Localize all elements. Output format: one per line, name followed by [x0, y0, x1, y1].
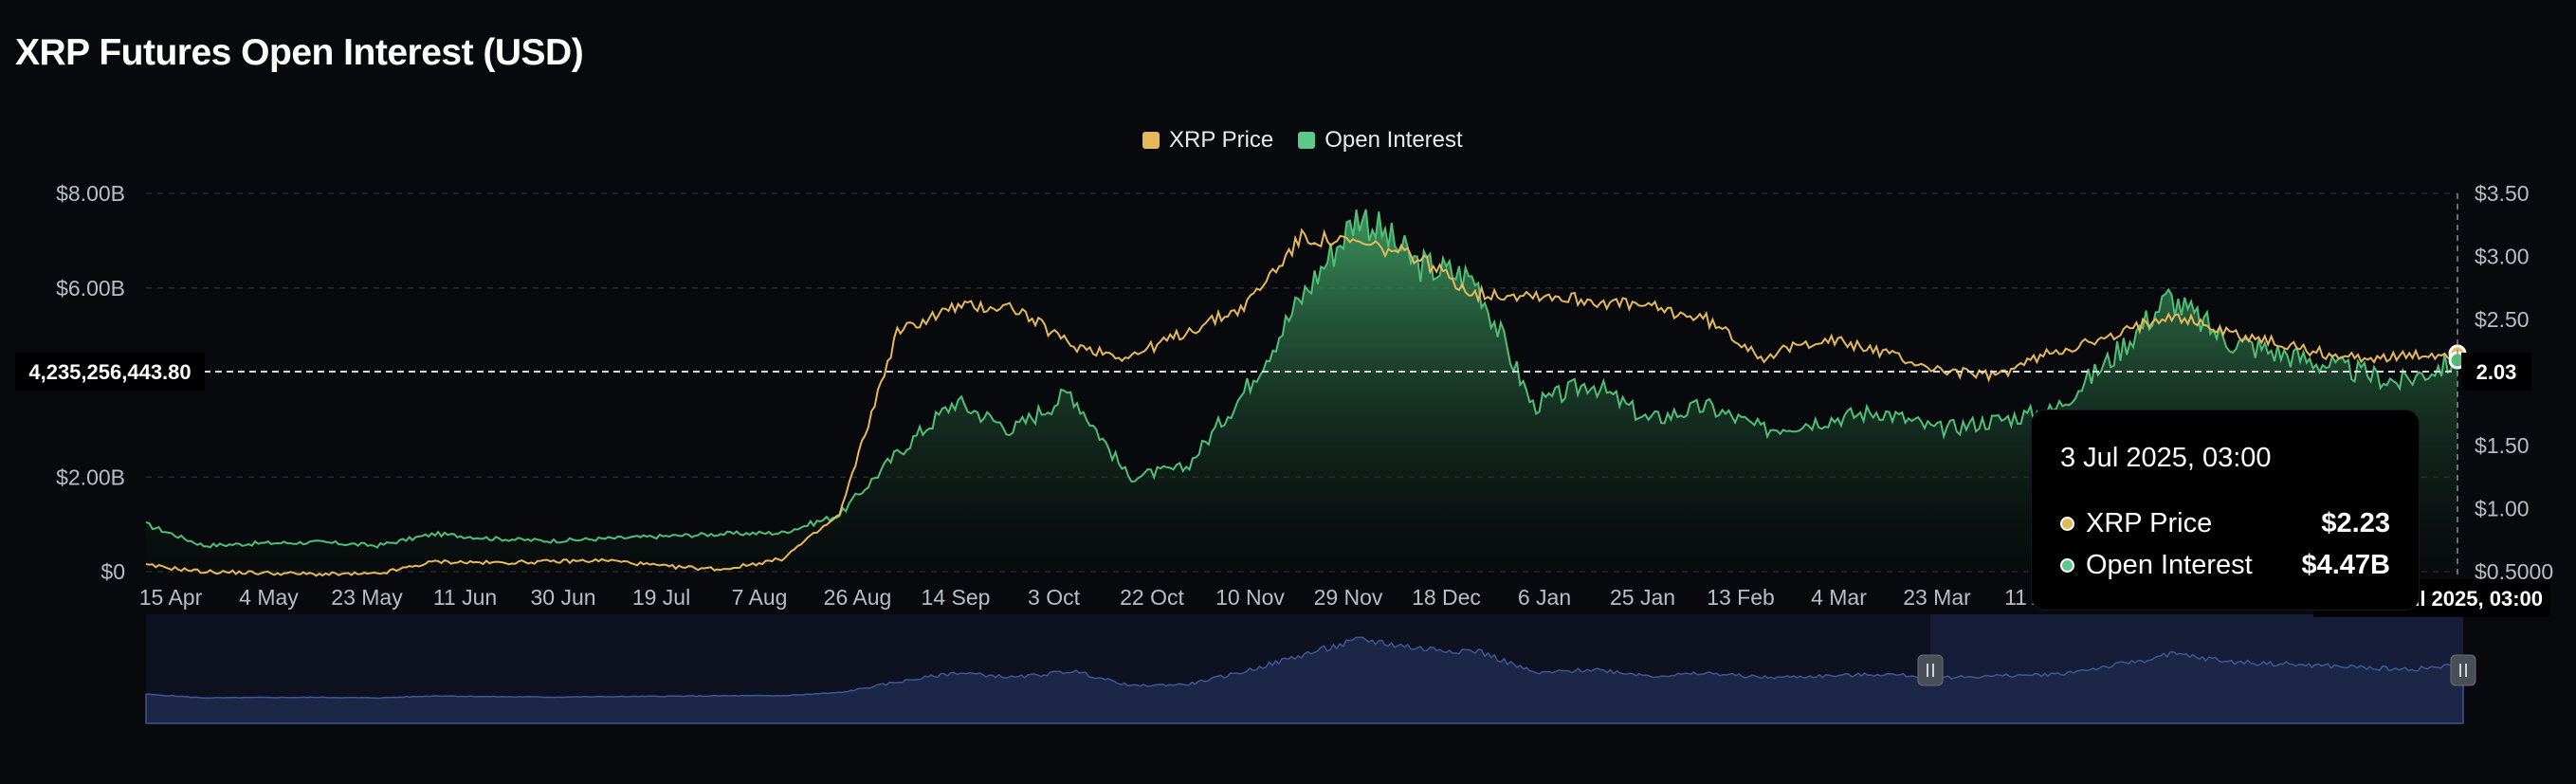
- legend-swatch-open-interest: [1298, 132, 1316, 149]
- tooltip-row-open-interest: Open Interest $4.47B: [2060, 544, 2390, 586]
- chart-legend: XRP Price Open Interest: [1142, 127, 1463, 154]
- legend-item-open-interest[interactable]: Open Interest: [1298, 127, 1463, 154]
- tooltip-date: 3 Jul 2025, 03:00: [2060, 443, 2272, 473]
- x-tick-label: 30 Jun: [530, 585, 595, 610]
- tooltip-dot-price: [2060, 516, 2074, 531]
- right-tick-label: $1.50: [2475, 433, 2530, 458]
- crosshair-right-label: 2.03: [2476, 360, 2517, 384]
- tooltip-name-price: XRP Price: [2086, 507, 2213, 538]
- crosshair-left-box: [15, 353, 205, 391]
- navigator-handle-right[interactable]: [2450, 654, 2476, 686]
- right-axis: $0.5000$1.00$1.50$2.50$3.00$3.50: [2475, 181, 2553, 584]
- x-tick-label: 25 Jan: [1610, 585, 1675, 610]
- x-tick-label: 6 Jan: [1518, 585, 1571, 610]
- crosshair-left-label: 4,235,256,443.80: [28, 360, 191, 384]
- right-tick-label: $3.50: [2475, 181, 2530, 206]
- x-tick-label: 23 May: [331, 585, 403, 610]
- x-tick-label: 13 Feb: [1707, 585, 1775, 610]
- series-layer: [145, 209, 2467, 577]
- x-tick-label: 11 Jun: [433, 585, 497, 610]
- left-axis: $0 $2.00B $6.00B $8.00B: [56, 181, 125, 584]
- x-tick-label: 4 May: [239, 585, 299, 610]
- right-tick-label: $1.00: [2475, 497, 2530, 521]
- x-tick-label: 15 Apr: [139, 585, 203, 610]
- tooltip-value-open-interest: $4.47B: [2301, 549, 2390, 580]
- tooltip-name-open-interest: Open Interest: [2086, 549, 2253, 580]
- crosshair-right-box: [2461, 353, 2531, 391]
- legend-label-open-interest: Open Interest: [1325, 127, 1463, 153]
- x-tick-label: 22 Oct: [1120, 585, 1184, 610]
- left-tick-label: $8.00B: [56, 181, 125, 206]
- tooltip-row-price: XRP Price $2.23: [2060, 502, 2390, 544]
- legend-swatch-price: [1142, 132, 1160, 149]
- legend-label-price: XRP Price: [1169, 127, 1274, 153]
- x-axis: 15 Apr 4 May 23 May 11 Jun 30 Jun 19 Jul 7 Aug…: [139, 585, 2066, 610]
- tooltip: 3 Jul 2025, 03:00 XRP Price $2.23 Open I…: [2032, 410, 2419, 610]
- x-tick-label: 18 Dec: [1412, 585, 1481, 610]
- x-tick-label: 3 Oct: [1028, 585, 1081, 610]
- x-tick-label: 14 Sep: [922, 585, 991, 610]
- navigator-handle-left[interactable]: [1917, 654, 1944, 686]
- navigator-series: [145, 636, 2464, 724]
- open-interest-line: [145, 209, 2458, 549]
- right-tick-label: $3.00: [2475, 245, 2530, 269]
- x-tick-label: 19 Jul: [632, 585, 690, 610]
- xrp-price-line: [145, 228, 2458, 577]
- left-tick-label: $0: [100, 559, 125, 584]
- tooltip-dot-open-interest: [2060, 557, 2074, 573]
- x-tick-label: 10 Nov: [1215, 585, 1285, 610]
- tooltip-value-price: $2.23: [2321, 507, 2390, 538]
- chart-title: XRP Futures Open Interest (USD): [15, 32, 584, 73]
- x-tick-label: 29 Nov: [1314, 585, 1383, 610]
- open-interest-area: [146, 210, 2457, 572]
- left-tick-label: $2.00B: [56, 465, 125, 489]
- legend-item-price[interactable]: XRP Price: [1142, 127, 1273, 154]
- x-tick-label: 26 Aug: [824, 585, 892, 610]
- x-tick-label: 7 Aug: [732, 585, 788, 610]
- navigator-range-selector[interactable]: [145, 614, 2476, 724]
- right-tick-label: $2.50: [2475, 307, 2530, 332]
- x-tick-label: 4 Mar: [1811, 585, 1867, 610]
- x-tick-label: 23 Mar: [1903, 585, 1971, 610]
- left-tick-label: $6.00B: [56, 276, 125, 301]
